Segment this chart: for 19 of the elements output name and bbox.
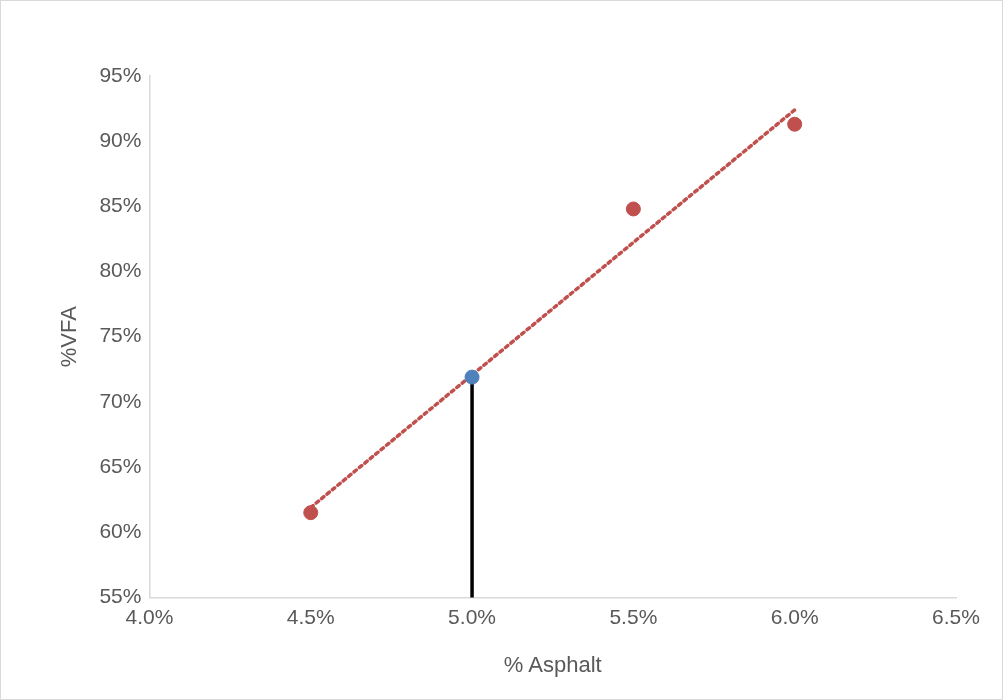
y-tick-label: 80% — [99, 258, 142, 282]
x-axis-title: % Asphalt — [503, 651, 602, 677]
y-tick-label: 95% — [99, 62, 142, 86]
point — [625, 201, 641, 217]
x-tick-label: 4.5% — [286, 604, 335, 628]
y-tick-label: 90% — [99, 127, 142, 151]
point — [787, 116, 803, 132]
y-tick-label: 85% — [99, 193, 142, 217]
x-tick-label: 5.5% — [609, 604, 658, 628]
x-tick-label: 6.0% — [770, 604, 819, 628]
y-tick-label: 75% — [99, 323, 142, 347]
y-tick-label: 70% — [99, 388, 142, 412]
y-tick-label: 60% — [99, 519, 142, 543]
point — [464, 369, 480, 385]
x-tick-label: 5.0% — [448, 604, 496, 628]
y-tick-label: 65% — [99, 453, 142, 477]
x-tick-label: 6.5% — [932, 604, 980, 628]
point — [303, 505, 319, 521]
y-axis-title: %VFA — [56, 305, 82, 368]
